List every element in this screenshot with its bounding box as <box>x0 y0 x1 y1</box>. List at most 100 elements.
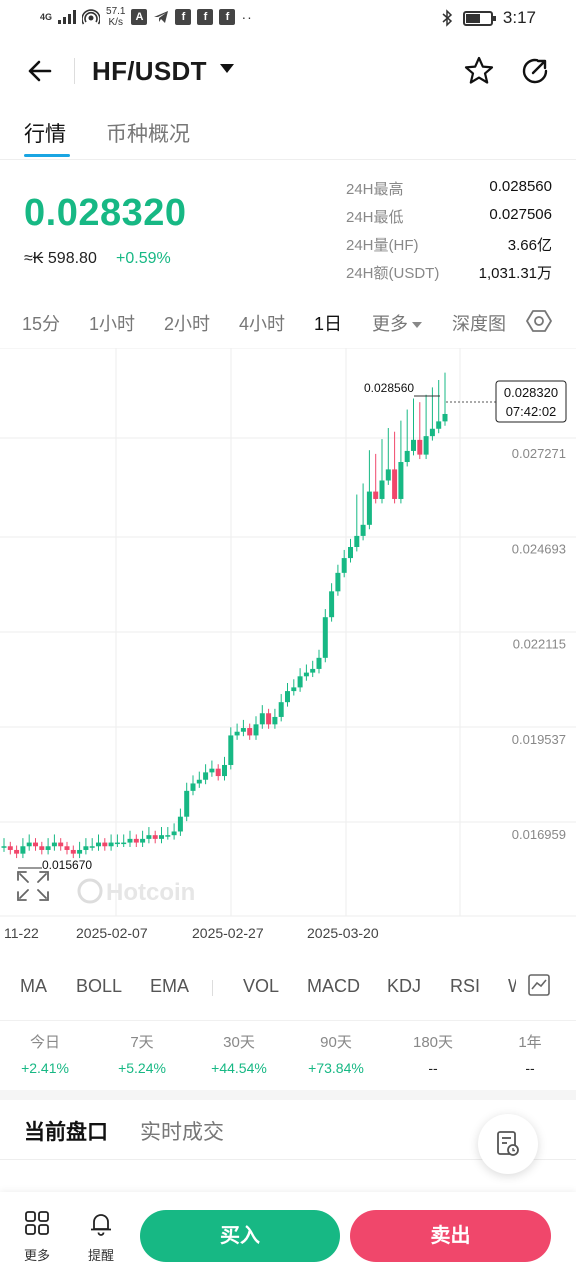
app-header: HF/USDT <box>0 44 576 98</box>
last-price-box <box>495 380 567 423</box>
perf-today: 今日 +2.41% <box>21 1034 69 1076</box>
perf-30d: 30天 +44.54% <box>211 1034 267 1076</box>
buy-button[interactable]: 买入 <box>140 1210 340 1262</box>
back-arrow-icon[interactable] <box>24 54 58 88</box>
candle-body <box>297 676 303 688</box>
perf-1y: 1年 -- <box>518 1034 542 1076</box>
candle-body <box>196 779 202 784</box>
candle-body <box>360 524 366 536</box>
main-tabs: 行情 币种概况 <box>0 112 576 160</box>
depth-chart-tab[interactable]: 深度图 <box>452 314 506 334</box>
candle-body <box>259 713 265 725</box>
tab-coin-overview[interactable]: 币种概况 <box>106 123 190 146</box>
chart-canvas[interactable]: 0.027271 0.024693 0.022115 0.019537 0.016959… <box>0 348 576 948</box>
stat-label: 24H最低 <box>346 209 404 226</box>
candle-body <box>33 842 38 847</box>
candle-body <box>266 713 272 725</box>
fullscreen-icon[interactable] <box>19 873 29 883</box>
last-price: 0.028320 <box>24 192 187 234</box>
interval-1h[interactable]: 1小时 <box>89 314 136 334</box>
stat-row: 24H量(HF) 3.66亿 <box>346 232 552 260</box>
stat-row: 24H最高 0.028560 <box>346 176 552 204</box>
fullscreen-icon[interactable] <box>17 871 27 881</box>
candle-body <box>209 768 215 773</box>
candle-body <box>303 672 309 677</box>
interval-4h[interactable]: 4小时 <box>239 314 286 334</box>
interval-bar: 15分 1小时 2小时 4小时 1日 更多 深度图 <box>0 302 576 342</box>
ticker-stats: 24H最高 0.028560 24H最低 0.027506 24H量(HF) 3.66… <box>346 176 552 288</box>
tab-underline <box>24 154 70 157</box>
candle-body <box>285 691 290 703</box>
watermark-logo <box>77 878 103 904</box>
interval-15m[interactable]: 15分 <box>22 314 61 334</box>
candle-body <box>215 768 221 777</box>
interval-1d[interactable]: 1日 <box>314 314 343 334</box>
battery-icon <box>462 10 496 26</box>
last-price-tag: 0.028320 <box>504 385 558 400</box>
alert-button[interactable]: 提醒 <box>81 1210 121 1264</box>
candle-body <box>89 846 95 848</box>
candle-body <box>190 783 196 791</box>
more-button[interactable]: 更多 <box>17 1210 57 1264</box>
tab-order-book[interactable]: 当前盘口 <box>24 1121 108 1144</box>
stat-row: 24H额(USDT) 1,031.31万 <box>346 260 552 288</box>
hotspot-icon <box>82 9 101 25</box>
candle-body <box>58 842 64 847</box>
favorite-star-icon[interactable] <box>462 54 496 88</box>
indicator-kdj[interactable]: KDJ <box>387 976 422 996</box>
candle-body <box>171 831 177 836</box>
perf-90d: 90天 +73.84% <box>308 1034 364 1076</box>
facebook-icon: f <box>175 9 192 25</box>
fullscreen-icon[interactable] <box>17 891 27 901</box>
signal-bars-icon <box>58 10 77 24</box>
interval-2h[interactable]: 2小时 <box>164 314 211 334</box>
pair-selector[interactable]: HF/USDT <box>92 56 207 86</box>
fullscreen-icon[interactable] <box>39 871 49 881</box>
indicator-boll[interactable]: BOLL <box>76 976 123 996</box>
candle-body <box>310 668 316 673</box>
candle-body <box>177 816 183 832</box>
candle-body <box>83 846 89 850</box>
sell-button[interactable]: 卖出 <box>350 1210 551 1262</box>
candle-body <box>133 838 139 843</box>
stat-row: 24H最低 0.027506 <box>346 204 552 232</box>
fullscreen-icon[interactable] <box>37 873 47 883</box>
indicator-chart-icon[interactable] <box>528 974 550 996</box>
indicator-macd[interactable]: MACD <box>307 976 360 996</box>
status-right: 3:17 <box>441 8 536 28</box>
fullscreen-icon[interactable] <box>37 889 47 899</box>
candle-body <box>272 716 278 725</box>
candle-body <box>140 838 146 843</box>
orderbook-tabs: 当前盘口 实时成交 <box>0 1100 576 1160</box>
chart-settings-icon[interactable] <box>526 308 552 334</box>
indicator-rsi[interactable]: RSI <box>450 976 481 996</box>
candle-body <box>70 849 76 854</box>
price-change-percent: +0.59% <box>116 250 171 267</box>
x-tick-label: 2025-03-20 <box>307 925 379 941</box>
indicator-ema[interactable]: EMA <box>150 976 190 996</box>
countdown-tag: 07:42:02 <box>506 404 557 419</box>
indicator-vol[interactable]: VOL <box>243 976 280 996</box>
fullscreen-icon[interactable] <box>39 891 49 901</box>
share-icon[interactable] <box>518 54 552 88</box>
fullscreen-icon[interactable] <box>19 889 29 899</box>
candle-body <box>366 491 372 525</box>
interval-more[interactable]: 更多 <box>372 310 422 336</box>
candle-body <box>329 591 335 618</box>
candle-body <box>14 849 20 854</box>
tab-recent-trades[interactable]: 实时成交 <box>140 1121 224 1144</box>
stat-label: 24H最高 <box>346 181 404 198</box>
fiat-price: ≈₭ 598.80 <box>24 250 97 267</box>
indicator-ma[interactable]: MA <box>20 976 47 996</box>
candle-body <box>77 849 83 854</box>
indicator-wr[interactable]: W <box>508 976 516 997</box>
order-history-button[interactable] <box>478 1114 538 1174</box>
tab-market[interactable]: 行情 <box>24 123 66 146</box>
chevron-down-icon[interactable] <box>220 64 234 73</box>
candle-body <box>335 572 341 592</box>
signal-icon: 4G <box>40 11 53 22</box>
candle-body <box>411 439 416 451</box>
candlestick-chart[interactable]: 0.027271 0.024693 0.022115 0.019537 0.016959… <box>0 348 576 948</box>
y-tick-label: 0.027271 <box>512 446 566 461</box>
low-price-label: 0.015670 <box>42 858 92 872</box>
